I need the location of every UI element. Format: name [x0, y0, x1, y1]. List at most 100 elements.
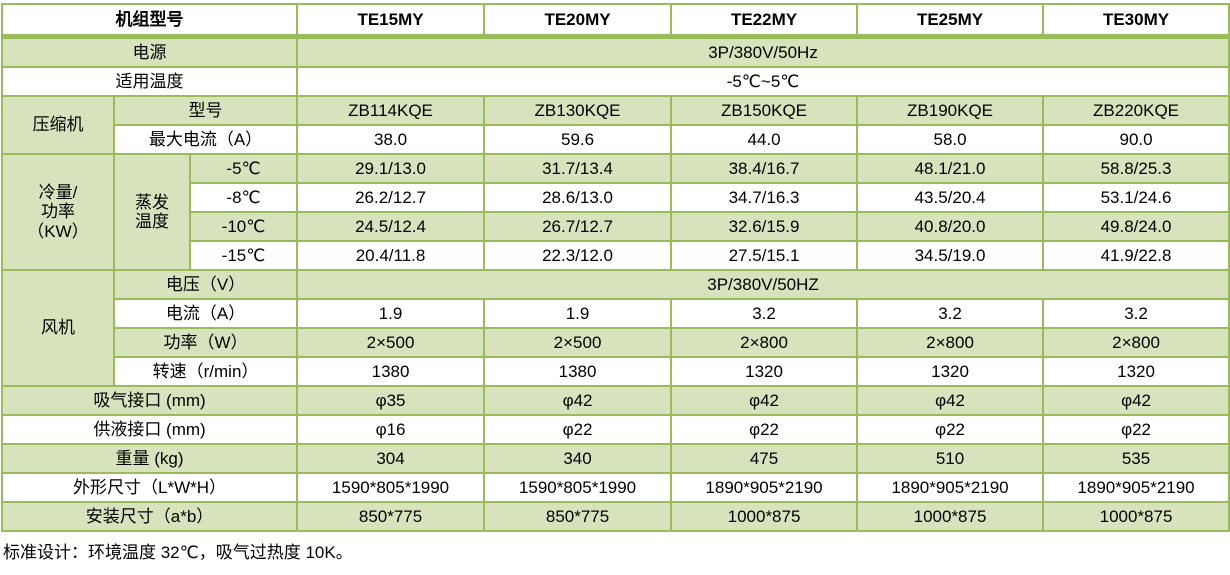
fan-label: 风机	[1, 269, 115, 387]
mounting-value: 1000*875	[1042, 501, 1230, 532]
liquid-port-value: φ16	[296, 414, 486, 445]
weight-value: 475	[670, 443, 859, 474]
mounting-row: 安装尺寸（a*b） 850*775 850*775 1000*875 1000*…	[0, 501, 1230, 532]
fan-power-value: 2×800	[856, 327, 1045, 358]
fan-current-row: 电流（A） 1.9 1.9 3.2 3.2 3.2	[2, 298, 1230, 329]
mounting-value: 1000*875	[670, 501, 859, 532]
weight-value: 510	[856, 443, 1045, 474]
fan-power-value: 2×500	[296, 327, 486, 358]
capacity-value: 58.8/25.3	[1042, 153, 1230, 184]
mounting-value: 1000*875	[856, 501, 1045, 532]
unit-model-title: 机组型号	[0, 3, 299, 39]
fan-speed-row: 转速（r/min） 1380 1380 1320 1320 1320	[2, 356, 1230, 387]
capacity-value: 27.5/15.1	[670, 240, 859, 271]
mounting-value: 850*775	[296, 501, 486, 532]
dimensions-label: 外形尺寸（L*W*H）	[0, 472, 299, 503]
compressor-current-value: 44.0	[670, 124, 859, 155]
dimensions-value: 1890*905*2190	[1042, 472, 1230, 503]
compressor-current-value: 58.0	[856, 124, 1045, 155]
temp-range-row: 适用温度 -5℃~5℃	[0, 66, 1230, 97]
dimensions-row: 外形尺寸（L*W*H） 1590*805*1990 1590*805*1990 …	[0, 472, 1230, 503]
fan-speed-label: 转速（r/min）	[112, 356, 299, 387]
fan-speed-value: 1380	[483, 356, 673, 387]
compressor-current-value: 59.6	[483, 124, 673, 155]
capacity-value: 26.2/12.7	[296, 182, 486, 213]
capacity-value: 53.1/24.6	[1042, 182, 1230, 213]
capacity-value: 41.9/22.8	[1042, 240, 1230, 271]
suction-port-label: 吸气接口 (mm)	[0, 385, 299, 416]
fan-current-label: 电流（A）	[112, 298, 299, 329]
suction-port-value: φ42	[483, 385, 673, 416]
compressor-model-value: ZB114KQE	[296, 95, 486, 126]
compressor-model-value: ZB190KQE	[856, 95, 1045, 126]
compressor-model-label: 型号	[112, 95, 299, 126]
evap-temp-minus5-label: -5℃	[188, 153, 299, 184]
temp-range-value: -5℃~5℃	[296, 66, 1230, 97]
suction-port-value: φ42	[856, 385, 1045, 416]
dimensions-value: 1590*805*1990	[296, 472, 486, 503]
power-row: 电源 3P/380V/50Hz	[0, 35, 1230, 68]
compressor-current-value: 38.0	[296, 124, 486, 155]
evap-temp-minus15-label: -15℃	[188, 240, 299, 271]
capacity-value: 40.8/20.0	[856, 211, 1045, 242]
capacity-row-minus15: -15℃ 20.4/11.8 22.3/12.0 27.5/15.1 34.5/…	[2, 240, 1230, 271]
capacity-value: 38.4/16.7	[670, 153, 859, 184]
capacity-value: 48.1/21.0	[856, 153, 1045, 184]
header-row: 机组型号 TE15MY TE20MY TE22MY TE25MY TE30MY	[0, 3, 1230, 39]
model-header-te22my: TE22MY	[670, 3, 859, 39]
capacity-row-minus8: -8℃ 26.2/12.7 28.6/13.0 34.7/16.3 43.5/2…	[2, 182, 1230, 213]
weight-value: 304	[296, 443, 486, 474]
power-label: 电源	[0, 35, 299, 68]
fan-speed-value: 1320	[670, 356, 859, 387]
capacity-value: 24.5/12.4	[296, 211, 486, 242]
weight-label: 重量 (kg)	[0, 443, 299, 474]
liquid-port-value: φ22	[856, 414, 1045, 445]
fan-power-row: 功率（W） 2×500 2×500 2×800 2×800 2×800	[2, 327, 1230, 358]
compressor-current-label: 最大电流（A）	[112, 124, 299, 155]
compressor-label: 压缩机	[1, 95, 115, 155]
capacity-value: 32.6/15.9	[670, 211, 859, 242]
fan-current-value: 1.9	[296, 298, 486, 329]
suction-port-value: φ42	[1042, 385, 1230, 416]
fan-current-value: 1.9	[483, 298, 673, 329]
fan-current-value: 3.2	[856, 298, 1045, 329]
compressor-model-row: 压缩机 型号 ZB114KQE ZB130KQE ZB150KQE ZB190K…	[1, 95, 1230, 155]
capacity-row-minus10: -10℃ 24.5/12.4 26.7/12.7 32.6/15.9 40.8/…	[2, 211, 1230, 242]
fan-speed-value: 1320	[856, 356, 1045, 387]
fan-voltage-value: 3P/380V/50HZ	[296, 269, 1230, 300]
compressor-current-value: 90.0	[1042, 124, 1230, 155]
liquid-port-row: 供液接口 (mm) φ16 φ22 φ22 φ22 φ22	[0, 414, 1230, 445]
fan-power-label: 功率（W）	[112, 327, 299, 358]
temp-range-label: 适用温度	[0, 66, 299, 97]
model-header-te25my: TE25MY	[856, 3, 1045, 39]
mounting-label: 安装尺寸（a*b）	[0, 501, 299, 532]
fan-power-value: 2×800	[1042, 327, 1230, 358]
liquid-port-value: φ22	[483, 414, 673, 445]
fan-speed-value: 1380	[296, 356, 486, 387]
capacity-label: 冷量/ 功率 （KW）	[1, 153, 115, 271]
suction-port-value: φ35	[296, 385, 486, 416]
standard-design-note: 标准设计：环境温度 32℃，吸气过热度 10K。	[3, 543, 353, 562]
capacity-value: 34.5/19.0	[856, 240, 1045, 271]
liquid-port-value: φ22	[670, 414, 859, 445]
compressor-model-value: ZB130KQE	[483, 95, 673, 126]
capacity-value: 20.4/11.8	[296, 240, 486, 271]
fan-power-value: 2×500	[483, 327, 673, 358]
capacity-value: 29.1/13.0	[296, 153, 486, 184]
evap-temp-label: 蒸发 温度	[113, 153, 191, 271]
capacity-row-minus5: 冷量/ 功率 （KW） 蒸发 温度 -5℃ 29.1/13.0 31.7/13.…	[1, 153, 1230, 271]
fan-voltage-label: 电压（V）	[112, 269, 299, 300]
evap-temp-minus8-label: -8℃	[188, 182, 299, 213]
weight-value: 340	[483, 443, 673, 474]
fan-current-value: 3.2	[1042, 298, 1230, 329]
model-header-te30my: TE30MY	[1042, 3, 1230, 39]
model-header-te15my: TE15MY	[296, 3, 486, 39]
compressor-current-row: 最大电流（A） 38.0 59.6 44.0 58.0 90.0	[2, 124, 1230, 155]
power-value: 3P/380V/50Hz	[296, 35, 1230, 68]
liquid-port-label: 供液接口 (mm)	[0, 414, 299, 445]
spec-table: 机组型号 TE15MY TE20MY TE22MY TE25MY TE30MY …	[0, 3, 1230, 532]
fan-power-value: 2×800	[670, 327, 859, 358]
compressor-model-value: ZB220KQE	[1042, 95, 1230, 126]
capacity-value: 34.7/16.3	[670, 182, 859, 213]
compressor-model-value: ZB150KQE	[670, 95, 859, 126]
